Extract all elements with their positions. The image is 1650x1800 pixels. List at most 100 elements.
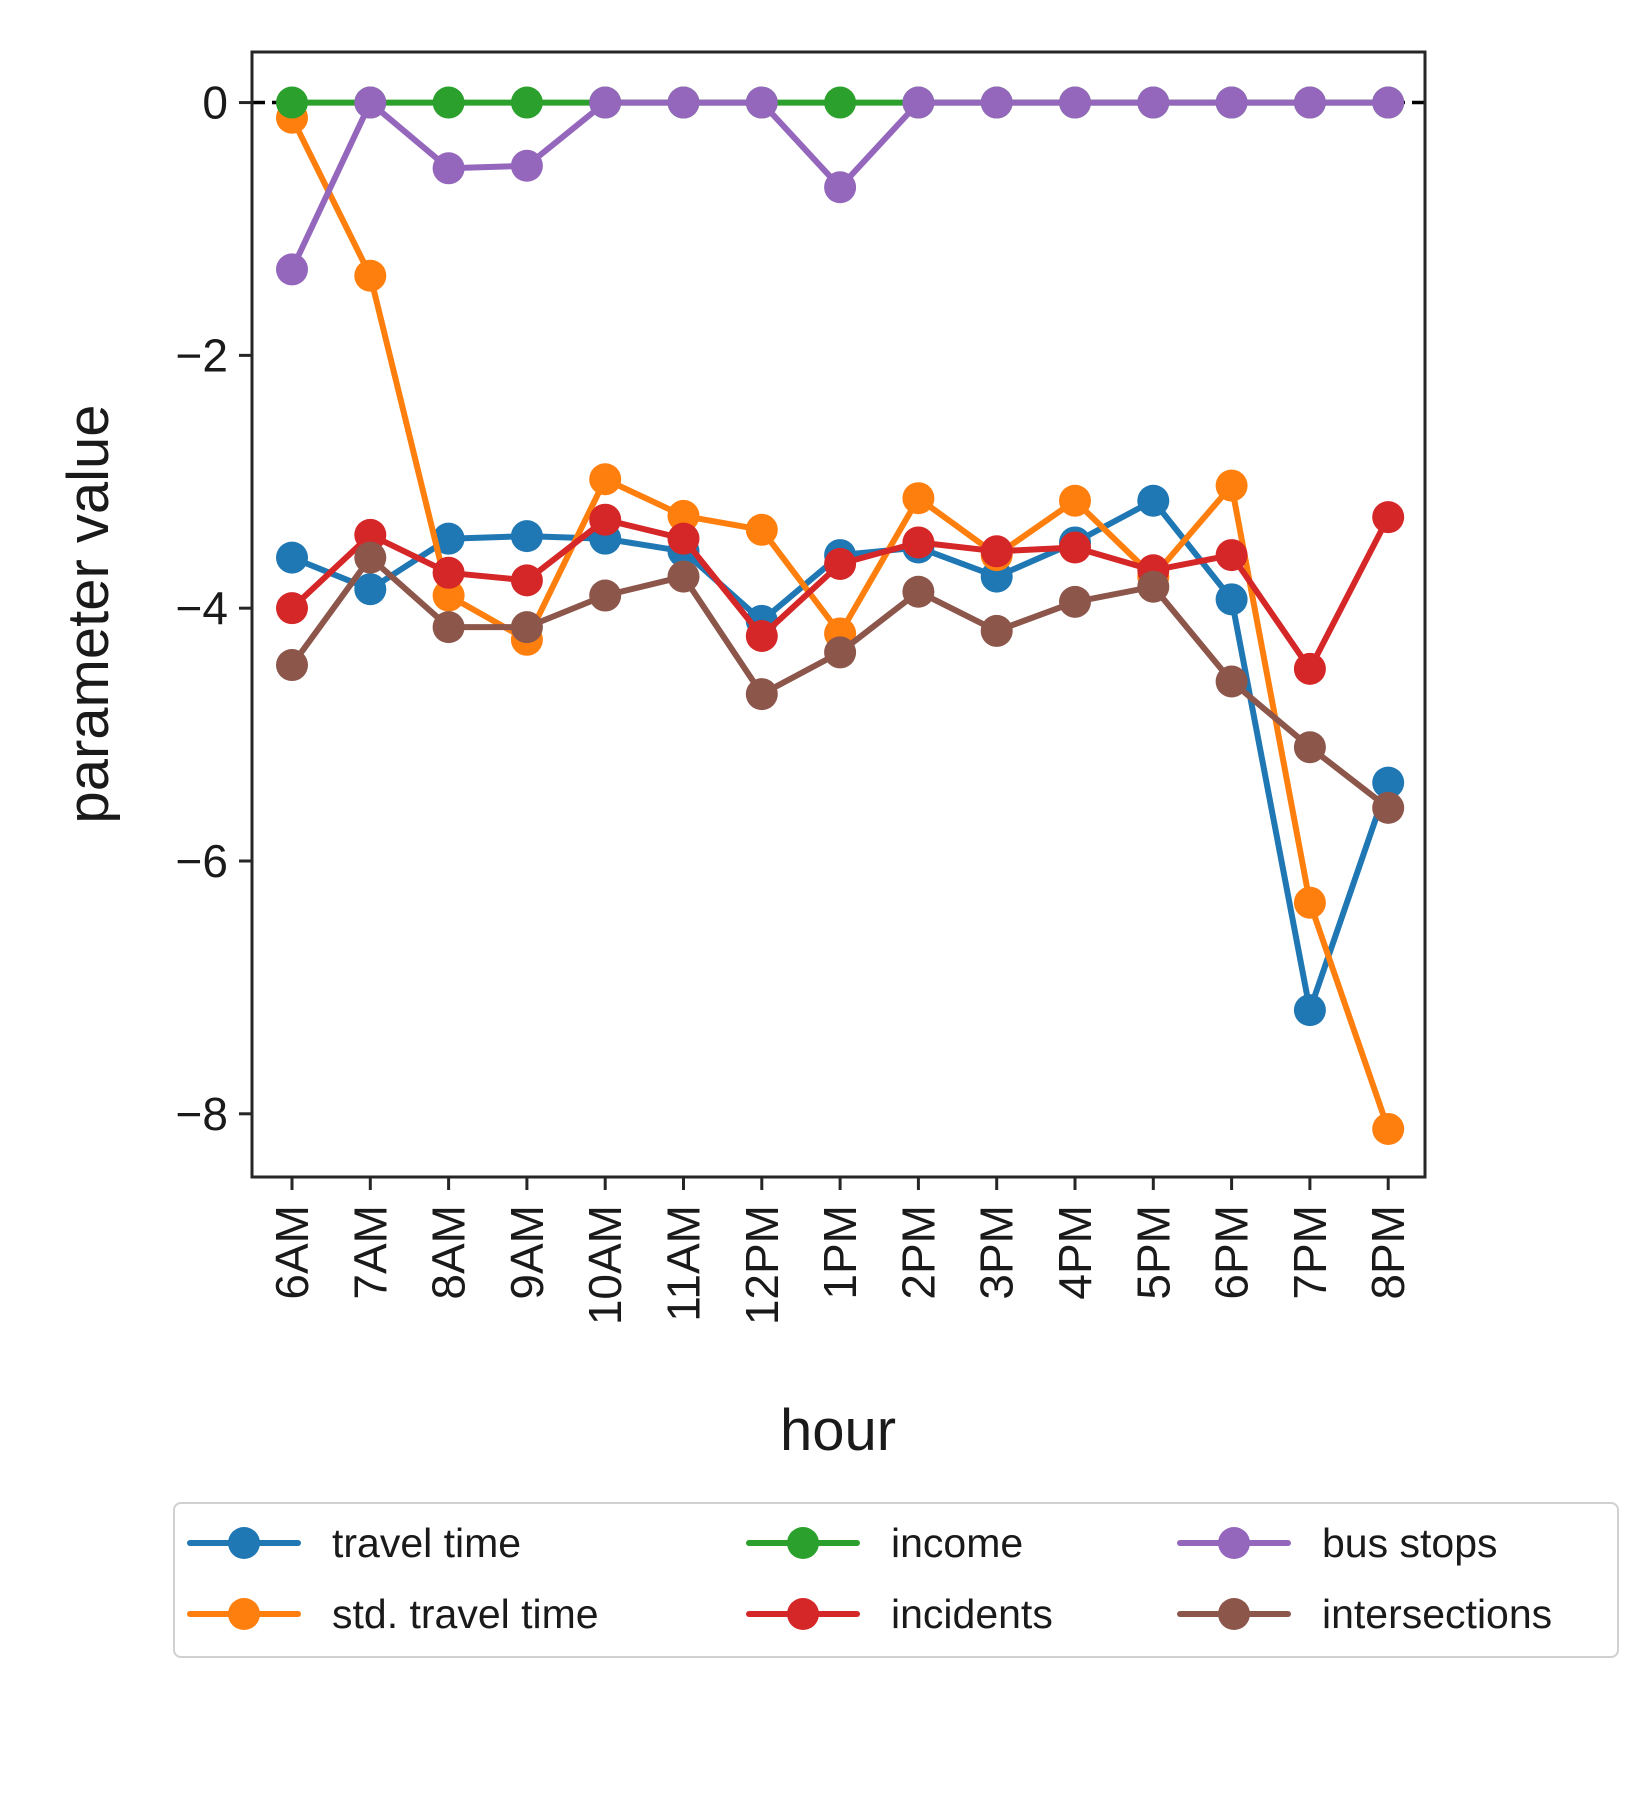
x-axis-title: hour <box>780 1398 896 1463</box>
data-point <box>1059 585 1091 618</box>
x-tick-label: 2PM <box>892 1205 944 1300</box>
x-tick-label: 7AM <box>344 1205 396 1300</box>
data-point <box>745 513 778 546</box>
data-point <box>1059 86 1091 119</box>
plot-frame <box>250 50 1427 1179</box>
data-point <box>745 619 778 652</box>
x-tick-label: 5PM <box>1127 1205 1179 1300</box>
data-point <box>510 611 543 644</box>
legend-item: travel time <box>187 1520 521 1566</box>
data-point <box>354 541 387 574</box>
data-point <box>1137 86 1170 119</box>
data-point <box>745 86 778 119</box>
data-point <box>1372 791 1405 824</box>
y-tick-label: −2 <box>176 329 228 381</box>
data-point <box>902 482 935 515</box>
legend-swatch-marker <box>1218 1527 1250 1559</box>
legend-item: intersections <box>1177 1591 1552 1637</box>
y-tick-label: −8 <box>176 1088 228 1140</box>
data-point <box>667 499 700 532</box>
legend-swatch-marker <box>787 1598 819 1630</box>
data-point <box>432 579 465 612</box>
data-point <box>1215 583 1248 616</box>
x-tick-label: 7PM <box>1284 1205 1336 1300</box>
legend-label: bus stops <box>1322 1520 1498 1566</box>
legend-swatch-marker <box>787 1527 819 1559</box>
y-tick-label: 0 <box>202 77 228 129</box>
data-point <box>902 86 935 119</box>
data-point <box>354 259 387 292</box>
legend: travel time std. travel time income inciden… <box>173 1502 1619 1658</box>
data-point <box>589 86 622 119</box>
data-point <box>1372 1112 1405 1145</box>
data-point <box>902 575 935 608</box>
data-point <box>1293 994 1326 1027</box>
series-incidents <box>276 501 1405 685</box>
data-point <box>902 526 935 559</box>
data-point <box>589 503 622 536</box>
data-point <box>276 86 308 119</box>
data-point <box>667 522 700 555</box>
data-point <box>1215 86 1248 119</box>
series-bus-stops <box>276 86 1405 286</box>
data-point <box>276 649 308 682</box>
x-tick-label: 1PM <box>814 1205 866 1300</box>
data-point <box>1137 484 1170 517</box>
legend-swatch-marker <box>228 1527 260 1559</box>
x-tick-label: 8AM <box>423 1205 475 1300</box>
data-point <box>745 678 778 711</box>
series-layer <box>276 86 1405 1145</box>
data-point <box>824 171 857 204</box>
data-point <box>432 611 465 644</box>
data-point <box>1293 652 1326 685</box>
data-point <box>589 463 622 496</box>
data-point <box>510 86 543 119</box>
data-point <box>1137 570 1170 603</box>
data-point <box>354 518 387 551</box>
legend-item: bus stops <box>1177 1520 1498 1566</box>
data-point <box>354 86 387 119</box>
data-point <box>276 541 308 574</box>
data-point <box>510 564 543 597</box>
x-tick-label: 6AM <box>266 1205 318 1300</box>
legend-label: incidents <box>891 1591 1053 1637</box>
data-point <box>276 592 308 625</box>
x-tick-label: 12PM <box>736 1205 788 1325</box>
data-point <box>1372 501 1405 534</box>
data-point <box>824 547 857 580</box>
x-tick-label: 9AM <box>501 1205 553 1300</box>
data-point <box>589 579 622 612</box>
x-tick-label: 11AM <box>658 1205 710 1322</box>
data-point <box>1215 539 1248 572</box>
x-tick-label: 3PM <box>971 1205 1023 1300</box>
data-point <box>354 573 387 606</box>
legend-label: travel time <box>332 1520 521 1566</box>
data-point <box>432 86 465 119</box>
x-tick-label: 10AM <box>579 1205 631 1325</box>
data-point <box>1372 86 1405 119</box>
data-point <box>1372 766 1405 799</box>
x-tick-label: 8PM <box>1362 1205 1414 1300</box>
data-point <box>1215 665 1248 698</box>
legend-item: income <box>746 1520 1023 1566</box>
x-tick-label: 6PM <box>1206 1205 1258 1300</box>
data-point <box>824 636 857 669</box>
y-axis: 0 −2 −4 −6 −8 <box>176 77 252 1140</box>
y-tick-label: −6 <box>176 835 228 887</box>
data-point <box>980 614 1013 647</box>
legend-label: income <box>891 1520 1023 1566</box>
legend-swatch-marker <box>228 1598 260 1630</box>
data-point <box>980 86 1013 119</box>
legend-label: std. travel time <box>332 1591 599 1637</box>
data-point <box>1215 469 1248 502</box>
data-point <box>510 149 543 182</box>
data-point <box>1293 86 1326 119</box>
data-point <box>667 560 700 593</box>
data-point <box>432 522 465 555</box>
data-point <box>980 535 1013 568</box>
y-tick-label: −4 <box>176 582 228 634</box>
data-point <box>824 86 857 119</box>
legend-item: std. travel time <box>187 1591 599 1637</box>
data-point <box>1293 886 1326 919</box>
